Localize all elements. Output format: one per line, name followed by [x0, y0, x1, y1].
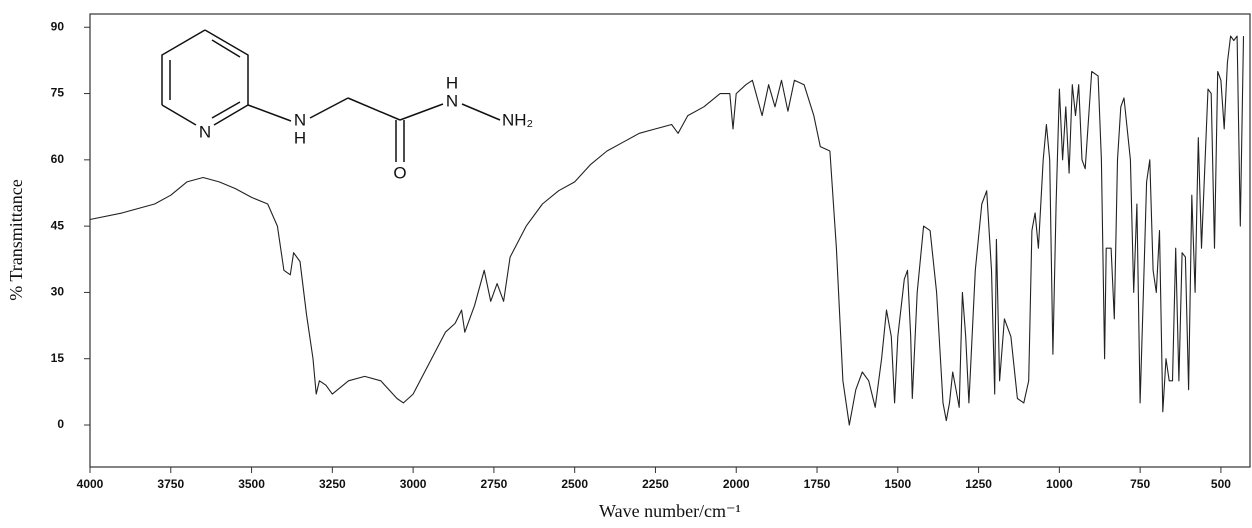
ring-bond [211, 39, 241, 58]
y-tick-label: 60 [51, 152, 65, 166]
x-tick-label: 1250 [965, 477, 992, 491]
x-tick-label: 4000 [77, 477, 104, 491]
atom-label: O [393, 163, 406, 182]
x-tick-label: 750 [1130, 477, 1150, 491]
atom-label: N [446, 91, 458, 110]
x-tick-label: 2250 [642, 477, 669, 491]
bond [399, 103, 444, 121]
bond [247, 104, 292, 122]
x-tick-label: 3000 [400, 477, 427, 491]
atom-label: H [446, 73, 458, 92]
ring-bond [211, 101, 241, 119]
y-tick-label: 75 [51, 86, 65, 100]
x-axis-title: Wave number/cm⁻¹ [599, 501, 741, 521]
ring-bond [204, 29, 249, 105]
x-tick-label: 500 [1211, 477, 1231, 491]
x-tick-label: 3500 [238, 477, 265, 491]
x-tick-label: 1000 [1046, 477, 1073, 491]
atom-label: H [294, 128, 306, 147]
plot-frame [89, 13, 1251, 468]
y-tick-label: 30 [51, 285, 65, 299]
x-tick-label: 3750 [157, 477, 184, 491]
spectrum-line [89, 35, 1245, 426]
y-tick-label: 45 [51, 218, 65, 232]
atom-label: N [199, 122, 211, 141]
atom-label: N [294, 110, 306, 129]
x-tick-label: 2750 [481, 477, 508, 491]
y-tick-label: 90 [51, 19, 65, 33]
bond [461, 103, 501, 121]
bond [347, 97, 401, 121]
x-tick-label: 2500 [561, 477, 588, 491]
bond [309, 97, 349, 119]
x-tick-label: 2000 [723, 477, 750, 491]
x-tick-label: 1500 [884, 477, 911, 491]
x-tick-label: 1750 [804, 477, 831, 491]
y-tick-label: 15 [51, 351, 65, 365]
y-axis-title: % Transmittance [6, 179, 26, 301]
x-tick-label: 3250 [319, 477, 346, 491]
y-tick-label: 0 [57, 417, 64, 431]
atom-label: NH₂ [502, 110, 533, 129]
ring-bond [161, 29, 206, 105]
ring-bond [161, 104, 197, 126]
ring-bond [213, 104, 249, 126]
structure: N N H O H N NH₂ [161, 29, 533, 182]
